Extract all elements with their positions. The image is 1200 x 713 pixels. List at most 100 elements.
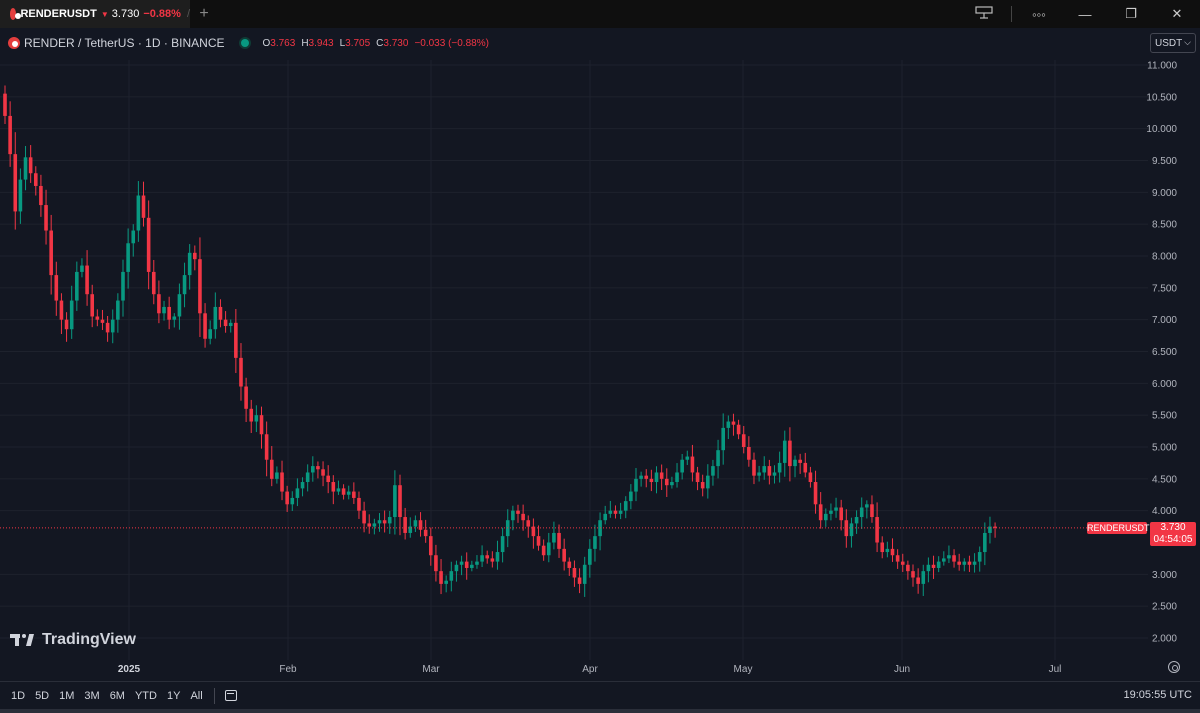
down-arrow-icon: ▼ (100, 9, 109, 19)
candle-body (234, 322, 238, 358)
range-button-ytd[interactable]: YTD (134, 689, 157, 702)
candle-body (300, 482, 305, 489)
candle-body (372, 523, 377, 527)
candle (829, 503, 833, 521)
candle-body (834, 507, 838, 511)
candle (546, 532, 551, 563)
range-button-6m[interactable]: 6M (109, 689, 125, 702)
candle-body (428, 536, 433, 556)
candle-body (275, 472, 279, 479)
range-button-5d[interactable]: 5D (35, 689, 50, 702)
candle (834, 497, 838, 518)
candle-body (162, 306, 166, 314)
window-bottom-edge (0, 709, 1200, 713)
layout-icon[interactable] (961, 5, 1007, 23)
candle (403, 507, 407, 540)
candle (988, 516, 992, 544)
candle (13, 132, 18, 230)
symbol-title[interactable]: RENDER / TetherUS · 1D · BINANCE (24, 36, 225, 50)
candle-body (331, 482, 336, 492)
candle (839, 499, 843, 531)
candle (726, 415, 731, 440)
candle (341, 484, 346, 500)
candle (623, 496, 628, 519)
candle (700, 474, 705, 497)
close-icon[interactable]: ✕ (1171, 6, 1183, 21)
new-tab-button[interactable]: + (199, 5, 209, 22)
candle-body (75, 271, 79, 301)
candle-body (772, 472, 777, 476)
candle-body (618, 510, 623, 514)
candle-body (449, 571, 454, 581)
candle (511, 505, 515, 531)
range-buttons: 1D 5D 1M 3M 6M YTD 1Y All (0, 690, 208, 702)
price-chart[interactable]: 11.000 10.500 10.000 9.500 9.000 8.500 8.000 7.… (0, 0, 1200, 681)
candle (664, 468, 669, 497)
restore-icon[interactable]: ❐ (1125, 6, 1137, 21)
candle-body (141, 195, 146, 218)
candle (562, 538, 566, 571)
candle (295, 478, 300, 507)
utc-clock[interactable]: 19:05:55 UTC (1123, 689, 1192, 701)
range-button-1m[interactable]: 1M (59, 689, 75, 702)
calendar-goto-icon[interactable] (224, 690, 237, 701)
candle-body (813, 482, 818, 505)
candle (706, 464, 710, 499)
range-button-1y[interactable]: 1Y (166, 689, 181, 702)
candle-body (557, 532, 561, 549)
candle-body (316, 466, 320, 470)
range-button-3m[interactable]: 3M (84, 689, 100, 702)
candle-body (495, 552, 500, 562)
minimize-icon[interactable]: — (1078, 6, 1092, 22)
range-button-all[interactable]: All (190, 689, 203, 702)
candle (690, 444, 695, 482)
candle-body (870, 504, 874, 518)
candle-body (239, 357, 243, 387)
candle-body (608, 510, 613, 514)
change-value: −0.033 (−0.88%) (414, 37, 489, 49)
last-price-value: 3.730 (1160, 522, 1186, 533)
candle-body (223, 319, 228, 327)
candle (464, 552, 469, 580)
candle (8, 101, 12, 167)
candle (418, 512, 423, 537)
candle (931, 555, 936, 579)
browser-tab[interactable]: RENDERUSDT ▼ 3.730 −0.88% / (0, 0, 190, 28)
candle-body (182, 275, 187, 295)
price-axis-label: 7.500 (1152, 283, 1177, 294)
candle (44, 189, 48, 245)
candle-body (280, 472, 284, 492)
time-axis-label: Apr (582, 664, 598, 675)
currency-selector[interactable]: USDT ⌵ (1150, 33, 1196, 53)
candle (33, 166, 38, 196)
candle (859, 497, 864, 529)
candle (649, 469, 654, 492)
candle-body (198, 259, 202, 314)
price-axis-label: 6.500 (1152, 347, 1177, 358)
price-axis-label: 3.000 (1152, 570, 1177, 581)
candle-body (603, 513, 608, 521)
candle-body (521, 513, 525, 521)
candle-body (352, 491, 356, 498)
candle (305, 464, 310, 492)
candle-body (23, 157, 28, 180)
candle-body (434, 555, 438, 572)
time-axis: 2025 Feb Mar Apr May Jun Jul (118, 664, 1062, 675)
candle (952, 549, 956, 568)
candle-body (567, 561, 572, 568)
tradingview-logo[interactable]: TradingView (10, 631, 136, 649)
candle-body (44, 205, 48, 231)
candle-body (295, 488, 300, 498)
candle (813, 470, 818, 514)
candle (572, 560, 577, 587)
candle-body (213, 306, 218, 330)
candlesticks (3, 85, 997, 597)
settings-gear-icon[interactable] (1168, 661, 1180, 673)
candle-body (187, 252, 192, 276)
range-button-1d[interactable]: 1D (11, 689, 26, 702)
candle (377, 513, 382, 532)
candle-body (762, 466, 767, 473)
tab-symbol: RENDERUSDT (20, 8, 97, 20)
candle-body (690, 456, 695, 473)
more-icon[interactable]: ◦◦◦ (1032, 6, 1046, 22)
